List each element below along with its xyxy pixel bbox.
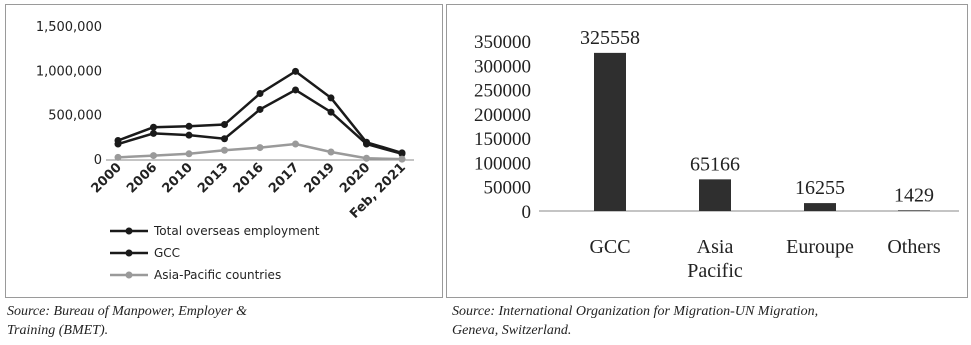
data-label: 325558 (580, 27, 640, 49)
y-tick-label: 500,000 (48, 109, 102, 124)
left-source-line-1: Source: Bureau of Manpower, Employer & (7, 304, 248, 319)
y-tick-label: 100000 (474, 153, 531, 174)
data-point (363, 154, 370, 162)
data-point (114, 153, 122, 161)
bar-chart-panel: 0 50000 100000 150000 200000 250000 300000 3500… (446, 4, 968, 298)
y-tick-label: 1,500,000 (36, 20, 102, 35)
x-tick-label: 2017 (266, 160, 302, 196)
data-point (185, 131, 193, 139)
data-point (292, 86, 299, 94)
left-source-line-2: Training (BMET). (7, 323, 109, 338)
data-point (256, 144, 264, 152)
category-label: Euroupe (786, 236, 854, 258)
bar (898, 210, 930, 211)
legend-label: Total overseas employment (153, 224, 320, 238)
x-tick-label: 2019 (302, 160, 338, 196)
y-tick-label: 150000 (474, 129, 531, 150)
data-point (363, 140, 370, 148)
data-point (221, 146, 228, 154)
data-point (221, 135, 228, 143)
legend-swatch-marker (125, 249, 133, 257)
legend-swatch-marker (125, 271, 133, 279)
data-point (185, 150, 193, 158)
x-tick-label: 2013 (195, 160, 231, 196)
data-point (256, 90, 264, 97)
y-tick-label: 350000 (474, 32, 531, 53)
bar (594, 52, 626, 212)
legend-swatch-marker (125, 227, 133, 235)
data-point (292, 140, 299, 148)
category-label: Pacific (687, 260, 743, 282)
y-tick-label: 50000 (484, 178, 532, 199)
data-point (150, 123, 157, 131)
x-tick-label: 2016 (231, 160, 267, 196)
data-point (398, 155, 406, 163)
bar-chart: 0 50000 100000 150000 200000 250000 300000 3500… (474, 27, 959, 282)
right-source-line-2: Geneva, Switzerland. (452, 323, 572, 338)
y-tick-label: 300000 (474, 56, 531, 77)
data-point (398, 150, 406, 158)
legend-label: GCC (154, 246, 180, 260)
category-label: GCC (589, 236, 630, 258)
data-point (256, 105, 264, 113)
y-tick-label: 200000 (474, 105, 531, 126)
right-source-line-1: Source: International Organization for M… (452, 304, 819, 319)
data-point (150, 152, 157, 160)
category-label: Others (887, 236, 941, 258)
y-tick-label: 0 (94, 153, 102, 168)
bar (804, 203, 836, 211)
bar (699, 179, 731, 211)
data-point (221, 121, 228, 129)
y-tick-label: 1,000,000 (36, 64, 102, 79)
data-point (150, 129, 157, 137)
x-tick-label: 2010 (160, 160, 196, 196)
data-point (327, 148, 335, 156)
y-tick-label: 0 (522, 202, 532, 223)
data-point (327, 94, 335, 102)
data-point (114, 140, 122, 148)
data-label: 1429 (894, 184, 934, 206)
left-source-note: Source: Bureau of Manpower, Employer & T… (7, 302, 247, 340)
right-source-note: Source: International Organization for M… (452, 302, 818, 340)
data-label: 65166 (690, 153, 740, 175)
data-label: 16255 (795, 177, 845, 199)
data-point (327, 108, 335, 116)
category-label: Asia (697, 236, 734, 258)
data-point (292, 67, 299, 75)
x-tick-label: 2006 (124, 160, 160, 196)
y-tick-label: 250000 (474, 81, 531, 102)
data-point (185, 122, 193, 130)
line-chart-panel: 0 500,000 1,000,000 1,500,000 2000 2006 2010 20… (5, 4, 443, 298)
legend-label: Asia-Pacific countries (154, 268, 281, 282)
